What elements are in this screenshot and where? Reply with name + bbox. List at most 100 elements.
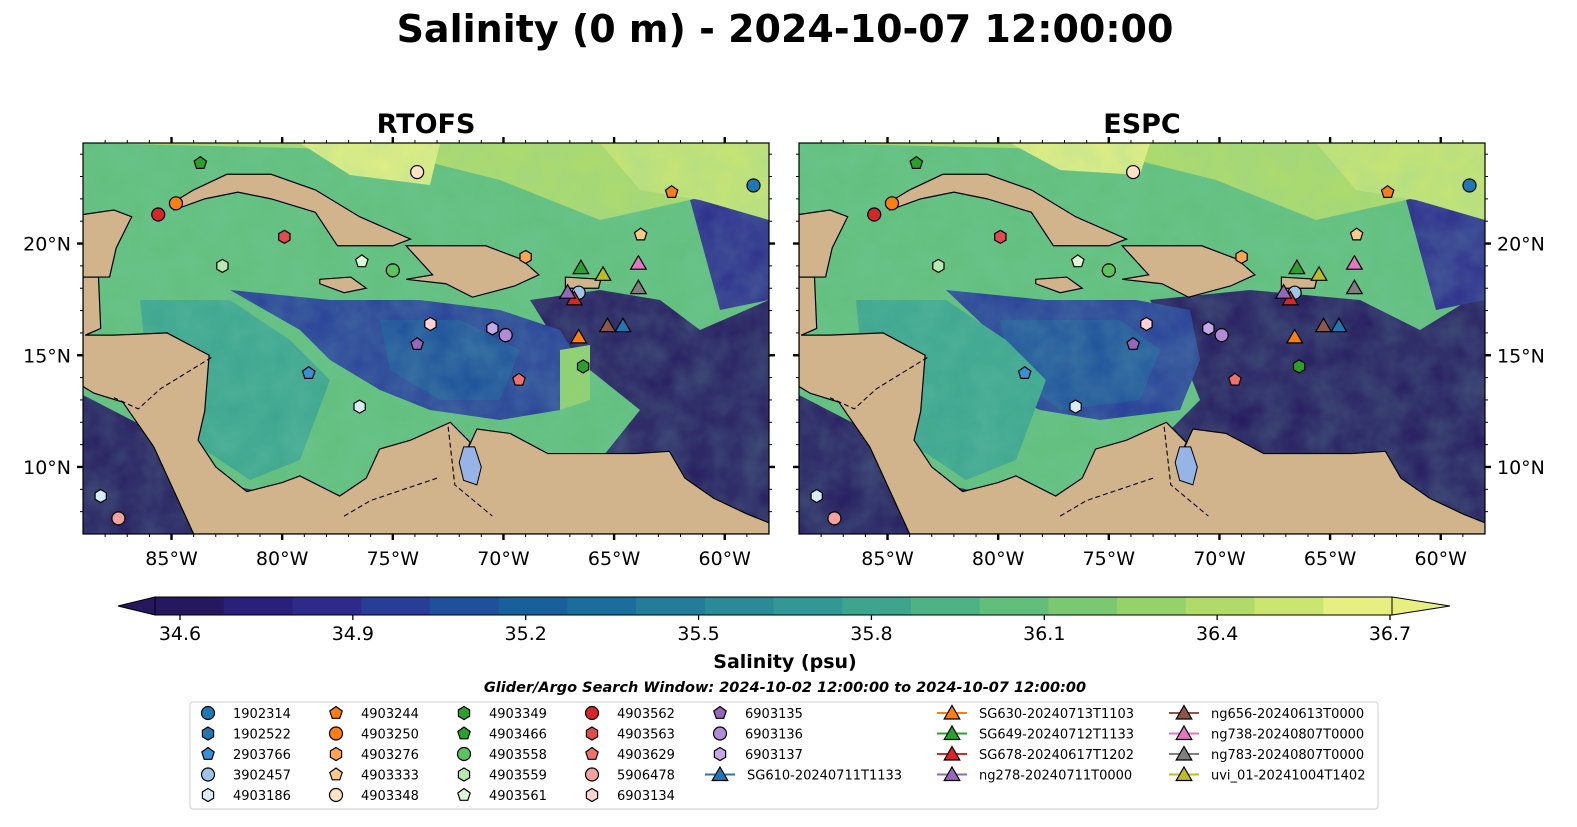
- glider-marker: [569, 328, 588, 344]
- lon-tick-label: 75°W: [367, 548, 420, 570]
- legend-label: 4903629: [617, 748, 675, 763]
- border-line: [343, 477, 438, 517]
- legend-glider-marker: [943, 765, 961, 782]
- observation-markers-rtofs: [94, 155, 761, 526]
- legend-label: 6903137: [745, 748, 803, 763]
- colorbar-tick-label: 36.4: [1196, 623, 1238, 645]
- lon-tick-label: 65°W: [1304, 548, 1357, 570]
- colorbar-swatch: [1048, 597, 1118, 615]
- colorbar-tick-label: 34.6: [159, 623, 201, 645]
- land-hispaniola: [1120, 245, 1256, 298]
- figure-title: Salinity (0 m) - 2024-10-07 12:00:00: [397, 7, 1174, 51]
- legend-label: 4903276: [361, 748, 419, 763]
- glider-marker: [629, 279, 648, 295]
- argo-float-marker: [994, 229, 1007, 244]
- legend-label: SG678-20240617T1202: [979, 748, 1134, 763]
- legend-label: ng278-20240711T0000: [979, 769, 1132, 784]
- colorbar-swatch: [223, 597, 294, 615]
- argo-float-marker: [385, 263, 400, 278]
- legend-label: 4903333: [361, 769, 419, 784]
- legend-argo-marker: [200, 767, 216, 782]
- legend-label: 3902457: [233, 769, 291, 784]
- argo-float-marker: [884, 196, 900, 211]
- colorbar-ticks: 34.6 34.9 35.2 35.5 35.8 36.1 36.4 36.7: [159, 615, 1411, 645]
- argo-float-marker: [867, 207, 882, 222]
- map-frame-rtofs: [82, 142, 770, 535]
- argo-float-marker: [1349, 227, 1364, 241]
- legend: 1902314 1902522 2903766 3902457 4903186 49032…: [189, 701, 1379, 810]
- legend-argo-marker: [712, 726, 728, 741]
- glider-marker: [594, 265, 612, 281]
- lon-tick-label: 60°W: [699, 548, 752, 570]
- argo-float-marker: [151, 207, 166, 222]
- legend-argo-marker: [329, 746, 343, 762]
- colorbar-frame: [154, 596, 1393, 616]
- argo-float-marker: [1070, 254, 1085, 268]
- argo-float-marker: [746, 178, 761, 193]
- lon-tick-label: 80°W: [972, 548, 1025, 570]
- argo-float-marker: [1126, 336, 1141, 350]
- argo-float-marker: [410, 336, 425, 350]
- legend-argo-marker: [457, 705, 471, 721]
- legend-argo-marker: [585, 746, 599, 760]
- argo-float-marker: [410, 164, 425, 180]
- argo-float-marker: [1462, 178, 1477, 193]
- argo-float-marker: [519, 249, 532, 265]
- legend-argo-marker: [201, 726, 215, 741]
- glider-marker: [558, 283, 577, 299]
- glider-marker: [1288, 258, 1306, 275]
- legend-argo-marker: [201, 787, 215, 803]
- colorbar-tick-label: 35.8: [850, 623, 892, 645]
- legend-argo-marker: [585, 726, 599, 741]
- land-cuba: [886, 173, 1129, 247]
- lon-tick-label: 65°W: [588, 548, 641, 570]
- colorbar-swatch: [155, 597, 225, 615]
- argo-float-marker: [301, 365, 316, 379]
- colorbar-swatch: [910, 597, 981, 615]
- colorbar-swatch: [1323, 597, 1393, 615]
- argo-float-marker: [1140, 316, 1153, 332]
- colorbar-swatch: [429, 597, 500, 615]
- argo-float-marker: [664, 184, 679, 198]
- colorbar-tick-label: 35.2: [505, 623, 547, 645]
- legend-glider-marker: [711, 765, 729, 782]
- legend-argo-marker: [713, 746, 727, 762]
- glider-marker: [1330, 316, 1348, 333]
- legend-glider-marker: [943, 724, 961, 741]
- legend-argo-marker: [201, 746, 215, 760]
- legend-label: 4903250: [361, 728, 419, 743]
- lon-tick-label: 70°W: [477, 548, 530, 570]
- legend-argo-marker: [329, 705, 343, 719]
- glider-marker: [572, 258, 590, 275]
- map-frame-espc: [798, 142, 1486, 535]
- legend-label: 4903558: [489, 748, 547, 763]
- argo-float-marker: [909, 155, 924, 169]
- lat-tick-label: 20°N: [23, 234, 71, 256]
- legend-label: SG610-20240711T1133: [747, 769, 902, 784]
- argo-float-marker: [827, 511, 842, 526]
- legend-argo-marker: [328, 726, 344, 741]
- legend-glider-marker: [943, 745, 961, 761]
- colorbar-swatch: [498, 597, 568, 615]
- border-line: [829, 357, 928, 410]
- lon-tick-label: 85°W: [145, 548, 198, 570]
- legend-argo-marker: [585, 787, 599, 803]
- legend-label: 1902314: [233, 707, 291, 722]
- glider-marker: [1310, 265, 1328, 281]
- legend-glider-marker: [1175, 745, 1193, 761]
- legend-label: 4903559: [489, 769, 547, 784]
- legend-label: 4903349: [489, 707, 547, 722]
- argo-float-marker: [424, 316, 437, 332]
- argo-float-marker: [1380, 184, 1395, 198]
- border-line: [1163, 426, 1209, 517]
- glider-marker: [614, 316, 632, 333]
- legend-argo-marker: [328, 787, 344, 803]
- argo-float-marker: [1292, 359, 1306, 374]
- argo-float-marker: [1126, 164, 1141, 180]
- glider-marker: [598, 317, 617, 333]
- legend-box: [189, 701, 1379, 810]
- glider-marker: [1274, 283, 1293, 299]
- legend-label: 4903563: [617, 728, 675, 743]
- argo-float-marker: [94, 488, 107, 504]
